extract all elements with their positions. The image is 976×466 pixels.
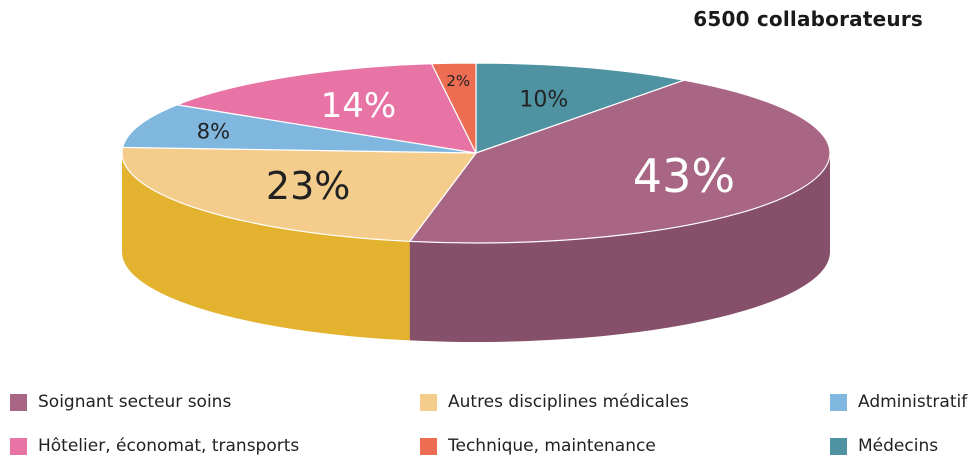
- legend-item: Administratif: [830, 392, 967, 412]
- data-label-2: 23%: [266, 164, 350, 208]
- legend-label: Hôtelier, économat, transports: [38, 436, 300, 456]
- chart-title: 6500 collaborateurs: [693, 7, 923, 31]
- legend-label: Technique, maintenance: [448, 436, 656, 456]
- data-label-3: 8%: [197, 119, 230, 143]
- pie-sides: [122, 153, 830, 342]
- pie-slice-4: [176, 63, 477, 154]
- legend-item: Autres disciplines médicales: [420, 392, 689, 412]
- legend-label: Soignant secteur soins: [38, 392, 232, 412]
- data-label-1: 43%: [633, 149, 735, 203]
- pie-side-1: [409, 153, 830, 342]
- legend-swatch: [830, 393, 847, 411]
- legend-item: Médecins: [830, 436, 938, 456]
- legend-swatch: [420, 437, 437, 455]
- pie-slice-0: [475, 62, 685, 154]
- legend-swatch: [10, 437, 27, 455]
- pie-slice-1: [409, 79, 831, 244]
- legend-label: Médecins: [858, 436, 939, 456]
- legend-item: Hôtelier, économat, transports: [10, 436, 299, 456]
- pie-chart: 10% 43% 23% 8% 14% 2%: [121, 62, 831, 342]
- legend-label: Autres disciplines médicales: [448, 392, 689, 412]
- pie-top: [121, 62, 831, 244]
- legend-swatch: [830, 437, 847, 455]
- legend-label: Administratif: [858, 392, 968, 412]
- legend-item: Soignant secteur soins: [10, 392, 231, 412]
- data-label-5: 2%: [446, 72, 470, 90]
- pie-slice-3: [122, 104, 477, 154]
- data-label-4: 14%: [321, 86, 397, 126]
- data-label-0: 10%: [519, 87, 568, 112]
- pie-slice-5: [431, 62, 477, 154]
- legend-swatch: [10, 393, 27, 411]
- legend-item: Technique, maintenance: [420, 436, 656, 456]
- pie-side-2: [122, 153, 410, 341]
- legend-swatch: [420, 393, 437, 411]
- pie-slice-2: [121, 146, 477, 243]
